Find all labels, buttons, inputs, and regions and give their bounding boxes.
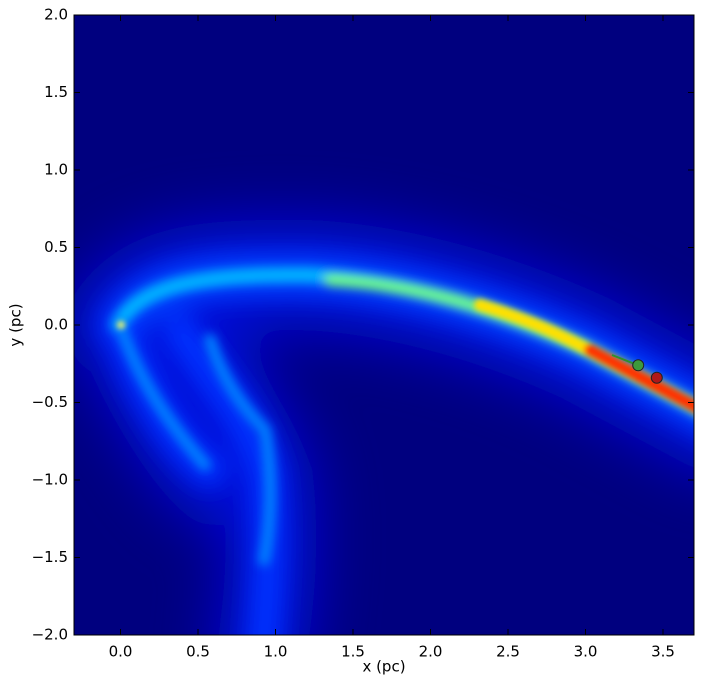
y-tick-label: 1.0 bbox=[44, 161, 68, 179]
y-tick-label: −0.5 bbox=[32, 393, 68, 411]
y-axis-label: y (pc) bbox=[7, 303, 25, 346]
x-tick-label: 0.0 bbox=[109, 643, 133, 661]
y-tick-label: −1.5 bbox=[32, 548, 68, 566]
marker bbox=[650, 371, 663, 384]
y-tick-label: 2.0 bbox=[44, 6, 68, 24]
x-tick-label: 2.0 bbox=[419, 643, 443, 661]
y-tick-label: 0.0 bbox=[44, 316, 68, 334]
x-tick-label: 0.5 bbox=[186, 643, 210, 661]
y-tick-label: −1.0 bbox=[32, 471, 68, 489]
y-tick-label: −2.0 bbox=[32, 626, 68, 644]
x-tick-label: 3.5 bbox=[651, 643, 675, 661]
x-axis-label: x (pc) bbox=[362, 658, 405, 676]
y-tick-label: 1.5 bbox=[44, 83, 68, 101]
y-tick-label: 0.5 bbox=[44, 238, 68, 256]
x-tick-label: 1.5 bbox=[341, 643, 365, 661]
density-image bbox=[74, 15, 694, 635]
x-tick-label: 3.0 bbox=[574, 643, 598, 661]
marker bbox=[632, 359, 645, 372]
x-tick-label: 2.5 bbox=[496, 643, 520, 661]
x-tick-label: 1.0 bbox=[264, 643, 288, 661]
